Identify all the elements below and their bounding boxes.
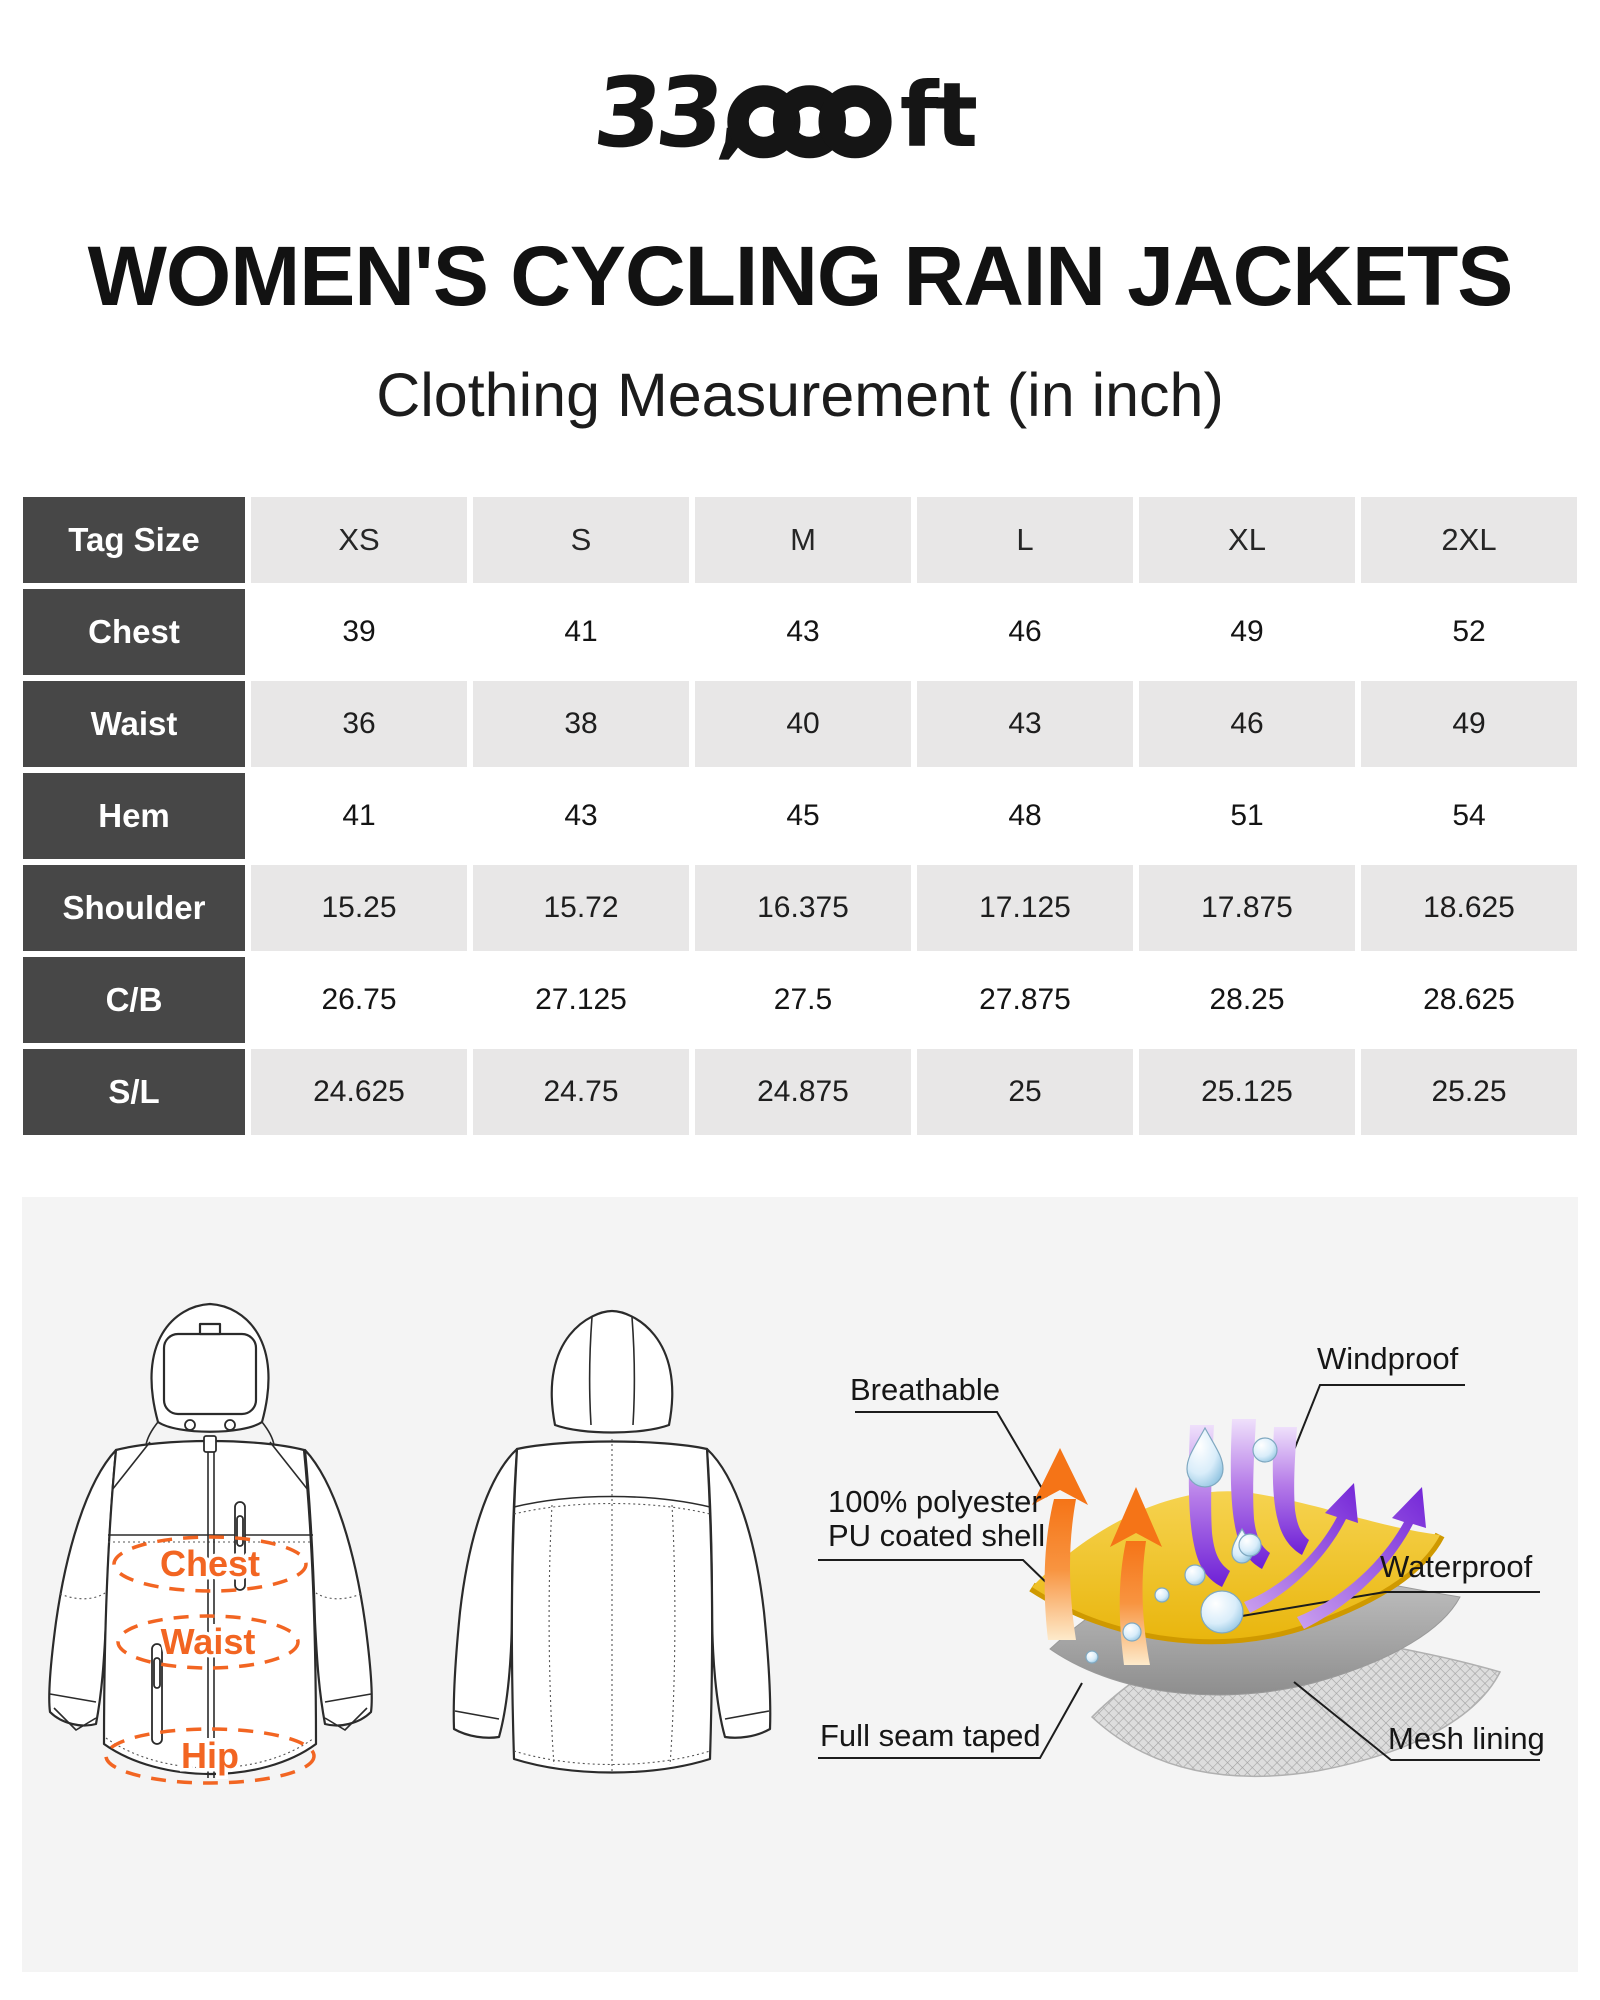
- cb-2xl: 28.625: [1361, 957, 1577, 1043]
- hem-m: 45: [695, 773, 911, 859]
- sl-s: 24.75: [473, 1049, 689, 1135]
- chest-m: 43: [695, 589, 911, 675]
- water-droplets: [1085, 1426, 1278, 1664]
- waist-l: 43: [917, 681, 1133, 767]
- size-table: Tag Size XS S M L XL 2XL Chest 39 41 43 …: [23, 497, 1577, 1135]
- row-label-shoulder: Shoulder: [23, 865, 245, 951]
- sl-2xl: 25.25: [1361, 1049, 1577, 1135]
- chest-2xl: 52: [1361, 589, 1577, 675]
- cb-m: 27.5: [695, 957, 911, 1043]
- logo-zeros-rings: [727, 85, 892, 159]
- waist-xs: 36: [251, 681, 467, 767]
- page-title: WOMEN'S CYCLING RAIN JACKETS: [87, 229, 1514, 323]
- waist-measure-label: Waist: [161, 1621, 256, 1662]
- shoulder-xs: 15.25: [251, 865, 467, 951]
- row-label-cb: C/B: [23, 957, 245, 1043]
- waterproof-label: Waterproof: [1380, 1549, 1533, 1584]
- shoulder-m: 16.375: [695, 865, 911, 951]
- row-label-waist: Waist: [23, 681, 245, 767]
- cb-s: 27.125: [473, 957, 689, 1043]
- size-col-2xl: 2XL: [1361, 497, 1577, 583]
- chest-s: 41: [473, 589, 689, 675]
- windproof-label: Windproof: [1317, 1341, 1459, 1376]
- size-col-s: S: [473, 497, 689, 583]
- cb-l: 27.875: [917, 957, 1133, 1043]
- shoulder-l: 17.125: [917, 865, 1133, 951]
- hem-2xl: 54: [1361, 773, 1577, 859]
- hem-l: 48: [917, 773, 1133, 859]
- sl-xs: 24.625: [251, 1049, 467, 1135]
- measurement-ellipses: [104, 1535, 316, 1785]
- size-col-m: M: [695, 497, 911, 583]
- shoulder-s: 15.72: [473, 865, 689, 951]
- full-seam-taped-label: Full seam taped: [820, 1718, 1041, 1753]
- shell-label: 100% polyester PU coated shell: [828, 1485, 1045, 1553]
- waist-m: 40: [695, 681, 911, 767]
- waist-s: 38: [473, 681, 689, 767]
- front-jacket-illustration: Chest Waist Hip: [48, 1302, 373, 1785]
- size-table-header-label: Tag Size: [23, 497, 245, 583]
- sl-l: 25: [917, 1049, 1133, 1135]
- chest-measure-label: Chest: [160, 1543, 260, 1584]
- row-label-chest: Chest: [23, 589, 245, 675]
- brand-logo: 33, ft: [0, 58, 1600, 170]
- shoulder-xl: 17.875: [1139, 865, 1355, 951]
- size-col-l: L: [917, 497, 1133, 583]
- logo-suffix: ft: [900, 64, 976, 168]
- hem-xl: 51: [1139, 773, 1355, 859]
- fabric-layers-illustration: [818, 1384, 1540, 1778]
- chest-xl: 49: [1139, 589, 1355, 675]
- mesh-lining-label: Mesh lining: [1388, 1721, 1545, 1756]
- waist-2xl: 49: [1361, 681, 1577, 767]
- chest-xs: 39: [251, 589, 467, 675]
- logo-prefix: 33,: [589, 58, 756, 169]
- brand-logo-icon: 33, ft: [589, 58, 980, 169]
- shoulder-2xl: 18.625: [1361, 865, 1577, 951]
- cb-xl: 28.25: [1139, 957, 1355, 1043]
- shell-label-line2: PU coated shell: [828, 1518, 1046, 1553]
- hem-s: 43: [473, 773, 689, 859]
- size-col-xl: XL: [1139, 497, 1355, 583]
- breathable-arrows: [1032, 1448, 1162, 1665]
- chest-l: 46: [917, 589, 1133, 675]
- back-jacket-illustration: [452, 1309, 772, 1774]
- waist-xl: 46: [1139, 681, 1355, 767]
- cb-xs: 26.75: [251, 957, 467, 1043]
- row-label-hem: Hem: [23, 773, 245, 859]
- row-label-sl: S/L: [23, 1049, 245, 1135]
- size-col-xs: XS: [251, 497, 467, 583]
- hip-measure-label: Hip: [181, 1735, 239, 1776]
- illustration-panel: Chest Waist Hip: [22, 1197, 1578, 1972]
- sl-xl: 25.125: [1139, 1049, 1355, 1135]
- swoosh-arrows: [1244, 1483, 1426, 1629]
- hem-xs: 41: [251, 773, 467, 859]
- sl-m: 24.875: [695, 1049, 911, 1135]
- shell-label-line1: 100% polyester: [828, 1484, 1042, 1519]
- page-subtitle: Clothing Measurement (in inch): [376, 361, 1224, 429]
- breathable-label: Breathable: [850, 1372, 1000, 1407]
